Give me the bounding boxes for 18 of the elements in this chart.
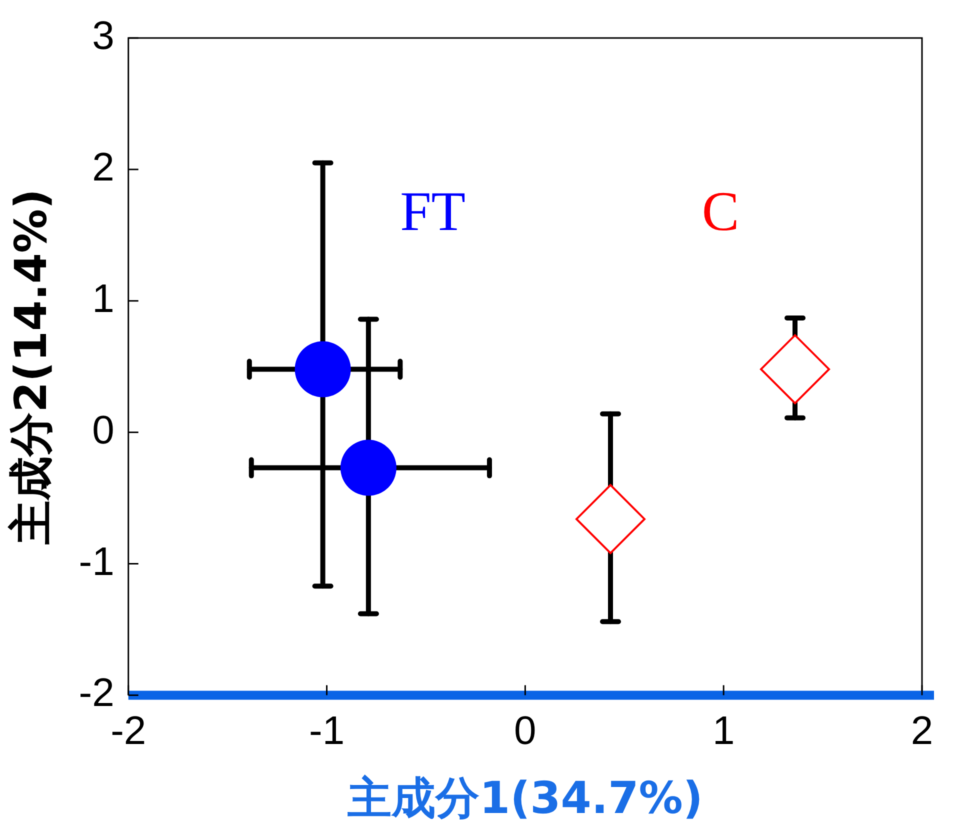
y-tick-label: -2 <box>78 671 114 716</box>
point <box>760 334 830 404</box>
x-tick-label: -1 <box>308 709 345 754</box>
y-axis-title: 主成分2(14.4%) <box>6 188 57 546</box>
y-tick-label: 0 <box>92 408 114 452</box>
x-tick-label: 2 <box>910 709 934 754</box>
x-tick-label: 1 <box>712 709 735 754</box>
y-tick-label: -1 <box>78 540 114 584</box>
y-tick-label: 3 <box>92 14 114 58</box>
point <box>340 440 396 496</box>
x-tick-label: 0 <box>514 709 536 754</box>
x-axis-title: 主成分1(34.7%) <box>346 773 703 824</box>
y-tick-label: 1 <box>92 276 114 321</box>
point <box>576 484 646 554</box>
y-tick-label: 2 <box>92 145 114 190</box>
point <box>294 341 351 398</box>
text: FT <box>400 181 466 244</box>
series-label: C <box>702 181 740 244</box>
